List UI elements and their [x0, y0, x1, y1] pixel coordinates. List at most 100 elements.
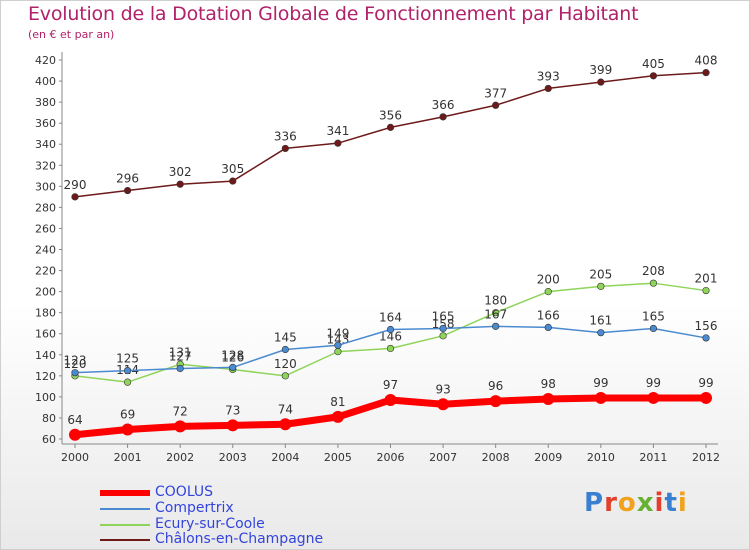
data-point	[544, 288, 552, 296]
data-point	[386, 325, 395, 334]
data-point	[492, 309, 500, 317]
data-point	[176, 364, 184, 373]
data-point	[174, 420, 187, 433]
x-tick-label: 2001	[114, 451, 142, 464]
data-label: 405	[642, 57, 665, 71]
data-point	[439, 332, 447, 340]
data-label: 165	[642, 309, 665, 323]
data-label: 200	[537, 273, 560, 287]
legend-swatch	[100, 490, 150, 496]
x-tick-label: 2000	[61, 451, 89, 464]
y-tick-label: 160	[35, 328, 56, 341]
data-label: 96	[488, 379, 503, 393]
y-tick-label: 100	[35, 391, 56, 404]
data-label: 145	[274, 331, 297, 345]
data-point	[71, 193, 79, 201]
data-point	[439, 324, 447, 333]
data-label: 393	[537, 69, 560, 83]
data-label: 72	[173, 404, 188, 418]
data-label: 201	[695, 272, 718, 286]
y-tick-label: 80	[42, 412, 56, 425]
legend-item-chalons-en-champagne: Châlons-en-Champagne	[100, 531, 360, 547]
data-point	[386, 123, 395, 131]
data-label: 146	[379, 329, 402, 343]
data-label: 208	[642, 264, 665, 278]
y-tick-label: 300	[35, 180, 56, 193]
x-tick-label: 2011	[639, 451, 667, 464]
data-label: 164	[379, 311, 402, 325]
y-tick-label: 380	[35, 96, 56, 109]
data-label: 69	[120, 408, 135, 422]
data-label: 126	[221, 351, 244, 365]
y-tick-label: 320	[35, 159, 56, 172]
proxiti-logo: Proxiti	[584, 488, 688, 518]
y-tick-label: 420	[35, 54, 56, 67]
data-point	[597, 78, 605, 86]
data-label: 161	[589, 314, 612, 328]
data-point	[226, 419, 239, 432]
data-label: 123	[64, 354, 87, 368]
data-label: 167	[484, 307, 507, 321]
data-point	[123, 186, 132, 195]
data-label: 377	[484, 86, 507, 100]
x-tick-label: 2010	[587, 451, 615, 464]
legend-label: Châlons-en-Champagne	[155, 531, 324, 547]
y-tick-label: 280	[35, 201, 56, 214]
y-tick-label: 220	[35, 265, 56, 278]
data-label: 205	[589, 267, 612, 281]
chart-subtitle: (en € et par an)	[28, 28, 115, 41]
data-point	[594, 391, 607, 404]
data-point	[700, 391, 712, 404]
data-label: 296	[116, 172, 139, 186]
data-label: 336	[274, 129, 297, 143]
data-point	[229, 177, 237, 185]
y-tick-label: 340	[35, 138, 56, 151]
data-point	[281, 345, 289, 354]
x-tick-label: 2012	[692, 451, 720, 464]
data-label: 98	[541, 377, 556, 391]
data-label: 180	[484, 294, 507, 308]
data-label: 149	[326, 326, 349, 340]
data-point	[123, 378, 132, 386]
data-point	[544, 323, 552, 332]
y-tick-label: 120	[35, 370, 56, 383]
data-label: 127	[169, 349, 192, 363]
x-tick-label: 2007	[429, 451, 457, 464]
data-point	[123, 366, 132, 375]
data-point	[702, 334, 710, 342]
logo-letter: i	[654, 488, 665, 518]
data-label: 120	[274, 357, 297, 371]
logo-letter: x	[636, 488, 655, 518]
y-tick-label: 400	[35, 75, 56, 88]
data-point	[647, 391, 660, 404]
data-point	[176, 180, 184, 188]
data-label: 120	[64, 357, 87, 371]
data-point	[121, 423, 134, 436]
data-label: 156	[695, 319, 718, 333]
y-tick-label: 140	[35, 349, 56, 362]
legend-label: COOLUS	[155, 484, 214, 500]
data-point	[597, 329, 605, 337]
data-label: 341	[326, 124, 349, 138]
data-label: 93	[435, 382, 450, 396]
y-tick-label: 180	[35, 307, 56, 320]
data-point	[649, 72, 658, 80]
legend-item-coolus: COOLUS	[100, 484, 360, 500]
data-point	[334, 348, 342, 356]
data-label: 73	[225, 403, 240, 417]
legend-label: Ecury-sur-Coole	[155, 516, 265, 532]
data-point	[281, 372, 289, 380]
legend-swatch	[100, 524, 150, 526]
logo-letter: t	[664, 488, 678, 518]
logo-letter: P	[584, 488, 605, 518]
data-point	[69, 428, 81, 441]
x-tick-label: 2008	[482, 451, 510, 464]
data-point	[71, 369, 79, 377]
data-point	[281, 144, 289, 153]
data-label: 302	[169, 165, 192, 179]
data-label: 166	[537, 308, 560, 322]
legend-item-ecury-sur-coole: Ecury-sur-Coole	[100, 516, 360, 532]
x-tick-label: 2005	[324, 451, 352, 464]
